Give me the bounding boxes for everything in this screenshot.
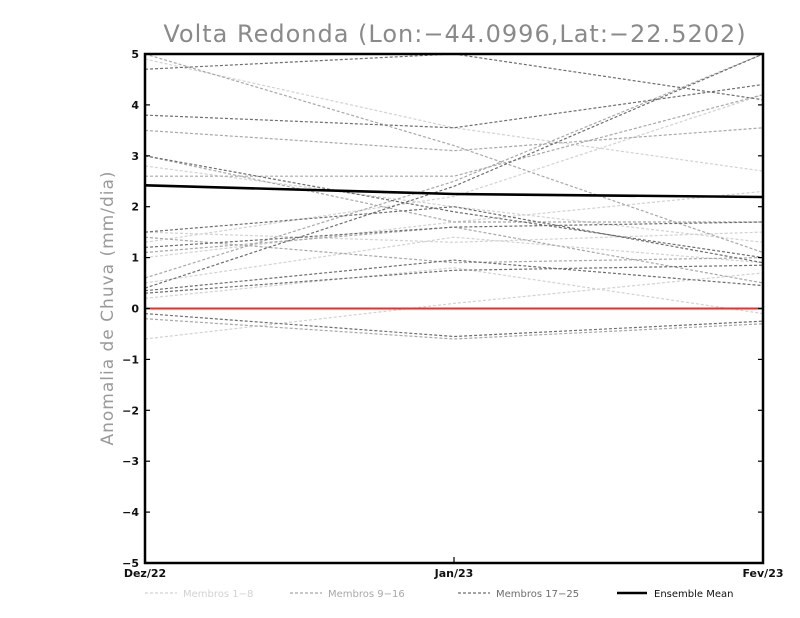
series-line-ensemble-mean (145, 184, 763, 199)
y-tick-label: −3 (122, 455, 139, 468)
y-tick-label: −5 (122, 557, 139, 570)
series-line-member-1 (145, 58, 763, 172)
series-line-member-15 (145, 236, 763, 264)
series-line-member-3 (145, 272, 763, 340)
y-tick-label: 0 (131, 303, 139, 316)
y-tick-label: 5 (131, 48, 139, 61)
y-tick-label: −1 (122, 353, 139, 366)
series-line-member-22 (145, 313, 763, 338)
y-tick-label: 1 (131, 252, 139, 265)
y-tick-label: 3 (131, 150, 139, 163)
series-line-member-21 (145, 259, 763, 292)
series-line-member-2 (145, 231, 763, 243)
series-line-member-10 (145, 94, 763, 177)
legend-label: Membros 17−25 (496, 589, 579, 600)
y-tick-label: 2 (131, 201, 139, 214)
series-line-member-4 (145, 190, 763, 259)
chart-title: Volta Redonda (Lon:−44.0996,Lat:−22.5202… (163, 20, 746, 48)
series-line-member-19 (145, 54, 763, 289)
series-line-member-8 (145, 236, 763, 284)
series-line-member-18 (145, 54, 763, 101)
y-axis-label: Anomalia de Chuva (mm/dia) (98, 170, 118, 445)
legend-label: Ensemble Mean (654, 589, 733, 600)
legend-label: Membros 9−16 (328, 589, 405, 600)
legend: Membros 1−8 Membros 9−16 Membros 17−25 Ense… (145, 589, 733, 600)
series-line-member-12 (145, 54, 763, 279)
series-line-member-17 (145, 83, 763, 129)
series-line-member-23 (145, 155, 763, 259)
series-line-member-9 (145, 127, 763, 152)
y-tick-label: 4 (131, 99, 139, 112)
series-line-member-25 (145, 264, 763, 294)
axes-layer: −5 −4 −3 −2 −1 0 1 2 3 4 5 Dez/22 Jan/23 Fev/23 (122, 48, 783, 580)
series-layer (145, 54, 763, 340)
series-line-member-14 (145, 318, 763, 340)
x-tick-label: Jan/23 (434, 567, 474, 580)
series-line-member-6 (145, 267, 763, 315)
series-line-member-5 (145, 165, 763, 243)
series-line-member-11 (145, 54, 763, 254)
series-line-member-16 (145, 155, 763, 223)
series-line-member-24 (145, 206, 763, 264)
x-tick-label: Fev/23 (742, 567, 783, 580)
y-tick-label: −2 (122, 404, 139, 417)
series-line-member-13 (145, 226, 763, 284)
series-line-member-7 (145, 94, 763, 243)
legend-label: Membros 1−8 (183, 589, 253, 600)
x-tick-label: Dez/22 (124, 567, 166, 580)
series-line-member-20 (145, 221, 763, 248)
y-tick-label: −4 (122, 506, 139, 519)
